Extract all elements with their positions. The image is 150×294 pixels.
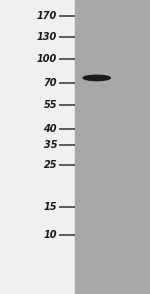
Text: 70: 70 (44, 78, 57, 88)
Ellipse shape (83, 75, 110, 81)
Text: 100: 100 (37, 54, 57, 64)
Text: 15: 15 (44, 202, 57, 212)
Text: 170: 170 (37, 11, 57, 21)
Text: 25: 25 (44, 160, 57, 170)
Text: 40: 40 (44, 124, 57, 134)
Text: 130: 130 (37, 32, 57, 42)
Bar (75, 0, 150, 294)
Text: 55: 55 (44, 100, 57, 110)
Text: 10: 10 (44, 230, 57, 240)
Text: 35: 35 (44, 140, 57, 150)
Bar (0, 0, 75, 294)
